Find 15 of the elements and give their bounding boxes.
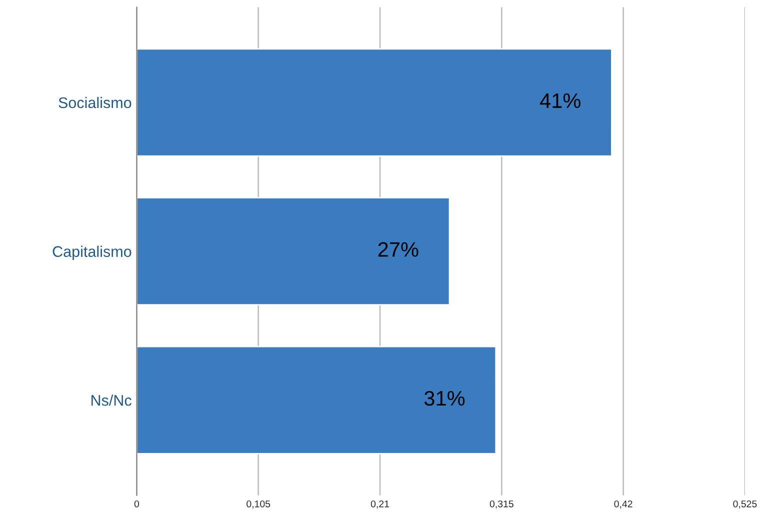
bar bbox=[136, 346, 497, 454]
bar bbox=[136, 197, 450, 306]
data-label: 41% bbox=[540, 93, 580, 108]
data-label: 31% bbox=[424, 390, 465, 406]
data-label: 27% bbox=[378, 242, 418, 257]
y-tick-label: Ns/Nc bbox=[92, 394, 132, 406]
x-tick-label: 0,105 bbox=[246, 500, 270, 509]
bar bbox=[136, 48, 612, 157]
x-tick-label: 0 bbox=[134, 500, 140, 508]
x-tick-label: 0,315 bbox=[490, 500, 514, 509]
x-tick-label: 0,42 bbox=[614, 500, 632, 509]
x-tick-label: 0,525 bbox=[733, 500, 757, 509]
y-tick-label: Capitalismo bbox=[52, 246, 132, 260]
y-tick-label: Socialismo bbox=[58, 96, 132, 108]
x-tick-label: 0,21 bbox=[370, 500, 389, 509]
